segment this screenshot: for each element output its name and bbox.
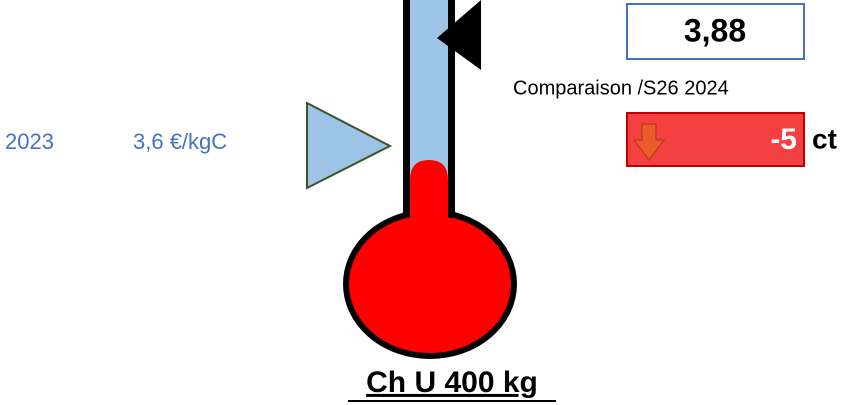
reference-price: 3,6 €/kgC — [133, 129, 227, 154]
reference-year: 2023 — [5, 129, 54, 154]
down-arrow-icon — [632, 123, 666, 162]
current-value: 3,88 — [684, 12, 746, 48]
current-value-box — [626, 3, 805, 60]
change-unit: ct — [812, 123, 837, 154]
reference-pointer — [306, 101, 393, 190]
fluid-neck — [410, 205, 448, 235]
current-pointer — [437, 0, 481, 70]
title: Ch U 400 kg — [366, 366, 538, 399]
comparison-label: Comparaison /S26 2024 — [513, 77, 729, 99]
change-value: -5 — [770, 123, 797, 156]
